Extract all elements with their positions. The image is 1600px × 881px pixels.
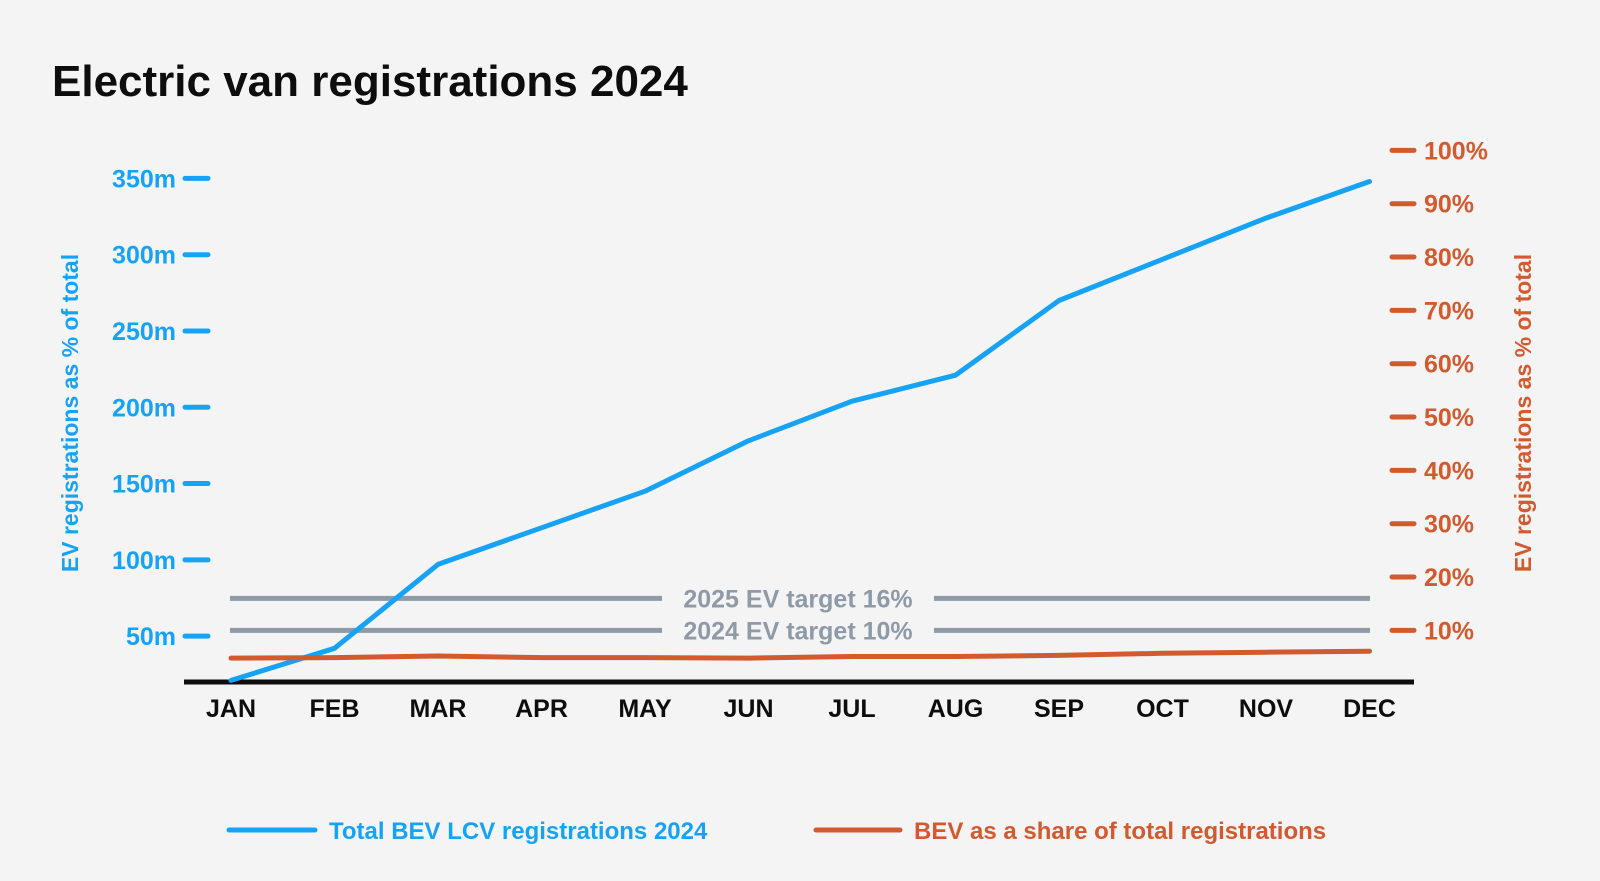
x-axis: JAN FEB MAR APR MAY JUN JUL AUG SEP OCT NOV DEC	[206, 695, 1396, 723]
legend-label-bev-share: BEV as a share of total registrations	[914, 818, 1326, 845]
x-axis-tick-label: MAY	[618, 695, 672, 723]
left-axis-tick-label: 350m	[112, 165, 176, 193]
left-axis-tick-label: 100m	[112, 547, 176, 575]
left-axis-tick-label: 150m	[112, 471, 176, 499]
reference-line-label: 2024 EV target 10%	[683, 617, 912, 645]
x-axis-tick-label: JAN	[206, 695, 256, 723]
right-axis-tick-label: 70%	[1424, 297, 1474, 325]
right-axis-tick-label: 50%	[1424, 404, 1474, 432]
right-axis-tick-label: 80%	[1424, 244, 1474, 272]
legend: Total BEV LCV registrations 2024 BEV as …	[226, 818, 1326, 845]
right-axis-tick-label: 10%	[1424, 617, 1474, 645]
x-axis-tick-label: APR	[515, 695, 568, 723]
series-line-bev-share	[228, 648, 1372, 661]
left-axis-tick-label: 50m	[126, 623, 176, 651]
left-axis-tick-label: 200m	[112, 394, 176, 422]
x-axis-tick-label: JUN	[723, 695, 773, 723]
x-axis-tick-label: MAR	[410, 695, 467, 723]
right-axis-tick-label: 100%	[1424, 137, 1488, 165]
right-axis-tick-label: 90%	[1424, 191, 1474, 219]
x-axis-tick-label: NOV	[1239, 695, 1294, 723]
right-axis-tick-label: 30%	[1424, 511, 1474, 539]
x-axis-tick-label: SEP	[1034, 695, 1084, 723]
left-axis-tick-label: 300m	[112, 242, 176, 270]
right-axis-tick-label: 20%	[1424, 564, 1474, 592]
series-line-total-bev	[228, 179, 1372, 683]
left-y-axis: 50m 100m 150m 200m 250m 300m 350m	[112, 165, 211, 651]
x-axis-tick-label: FEB	[310, 695, 360, 723]
right-axis-tick-label: 40%	[1424, 457, 1474, 485]
left-axis-tick-label: 250m	[112, 318, 176, 346]
x-axis-tick-label: OCT	[1136, 695, 1189, 723]
x-axis-tick-label: DEC	[1343, 695, 1396, 723]
reference-lines: 2025 EV target 16% 2024 EV target 10%	[230, 585, 1370, 645]
right-axis-tick-label: 60%	[1424, 351, 1474, 379]
left-y-axis-label: EV registrations as % of total	[57, 254, 83, 572]
x-axis-tick-label: AUG	[928, 695, 984, 723]
reference-line-label: 2025 EV target 16%	[683, 585, 912, 613]
x-axis-tick-label: JUL	[828, 695, 875, 723]
right-y-axis: 10% 20% 30% 40% 50% 60% 70% 80% 90% 100%	[1389, 137, 1488, 645]
chart-title: Electric van registrations 2024	[52, 57, 688, 106]
series-lines	[228, 179, 1372, 683]
legend-label-total-bev: Total BEV LCV registrations 2024	[329, 818, 708, 845]
right-y-axis-label: EV registrations as % of total	[1510, 254, 1536, 572]
